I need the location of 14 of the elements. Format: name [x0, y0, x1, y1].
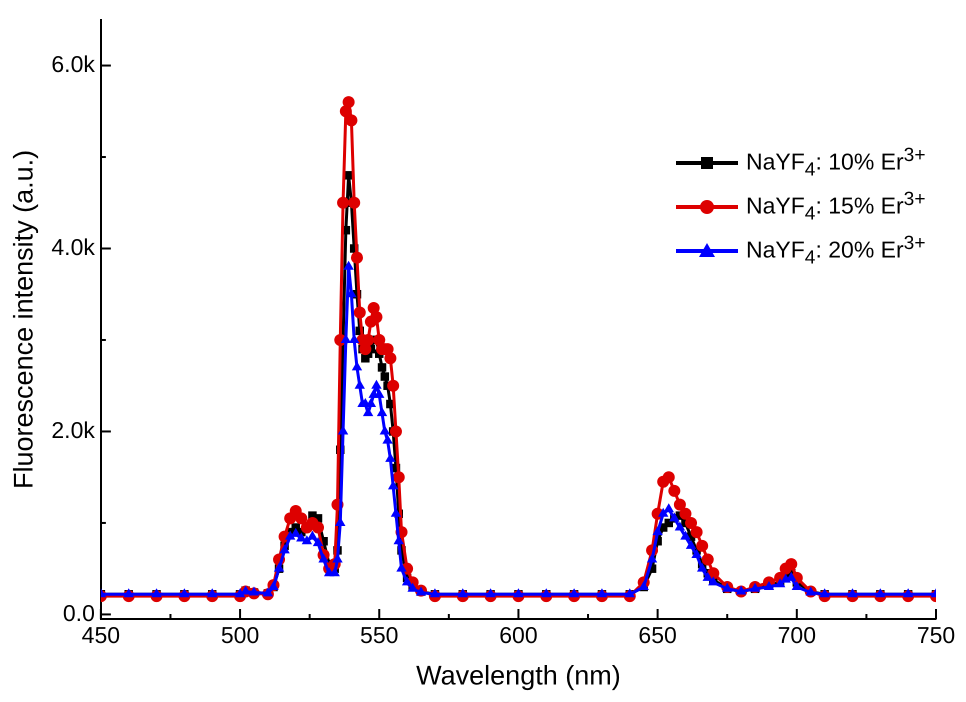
x-axis-title: Wavelength (nm)	[416, 660, 621, 690]
x-tick-label: 500	[220, 622, 260, 648]
x-tick-label: 550	[360, 622, 398, 648]
y-axis-title: Fluorescence intensity (a.u.)	[8, 150, 39, 489]
legend-label: NaYF$_{4}$: 10% Er$^{3+}$	[746, 144, 926, 182]
y-tick-label: 6.0k	[51, 50, 96, 77]
y-tick-label: 4.0k	[51, 234, 96, 260]
legend-label: NaYF$_{4}$: 20% Er$^{3+}$	[746, 233, 926, 270]
y-tick-label: 2.0k	[51, 416, 96, 443]
legend-label: NaYF$_{4}$: 15% Er$^{3+}$	[746, 189, 926, 226]
x-tick-label: 650	[638, 622, 677, 648]
x-tick-label: 600	[499, 622, 538, 648]
x-tick-label: 750	[916, 622, 956, 648]
x-tick-label: 700	[778, 622, 816, 648]
